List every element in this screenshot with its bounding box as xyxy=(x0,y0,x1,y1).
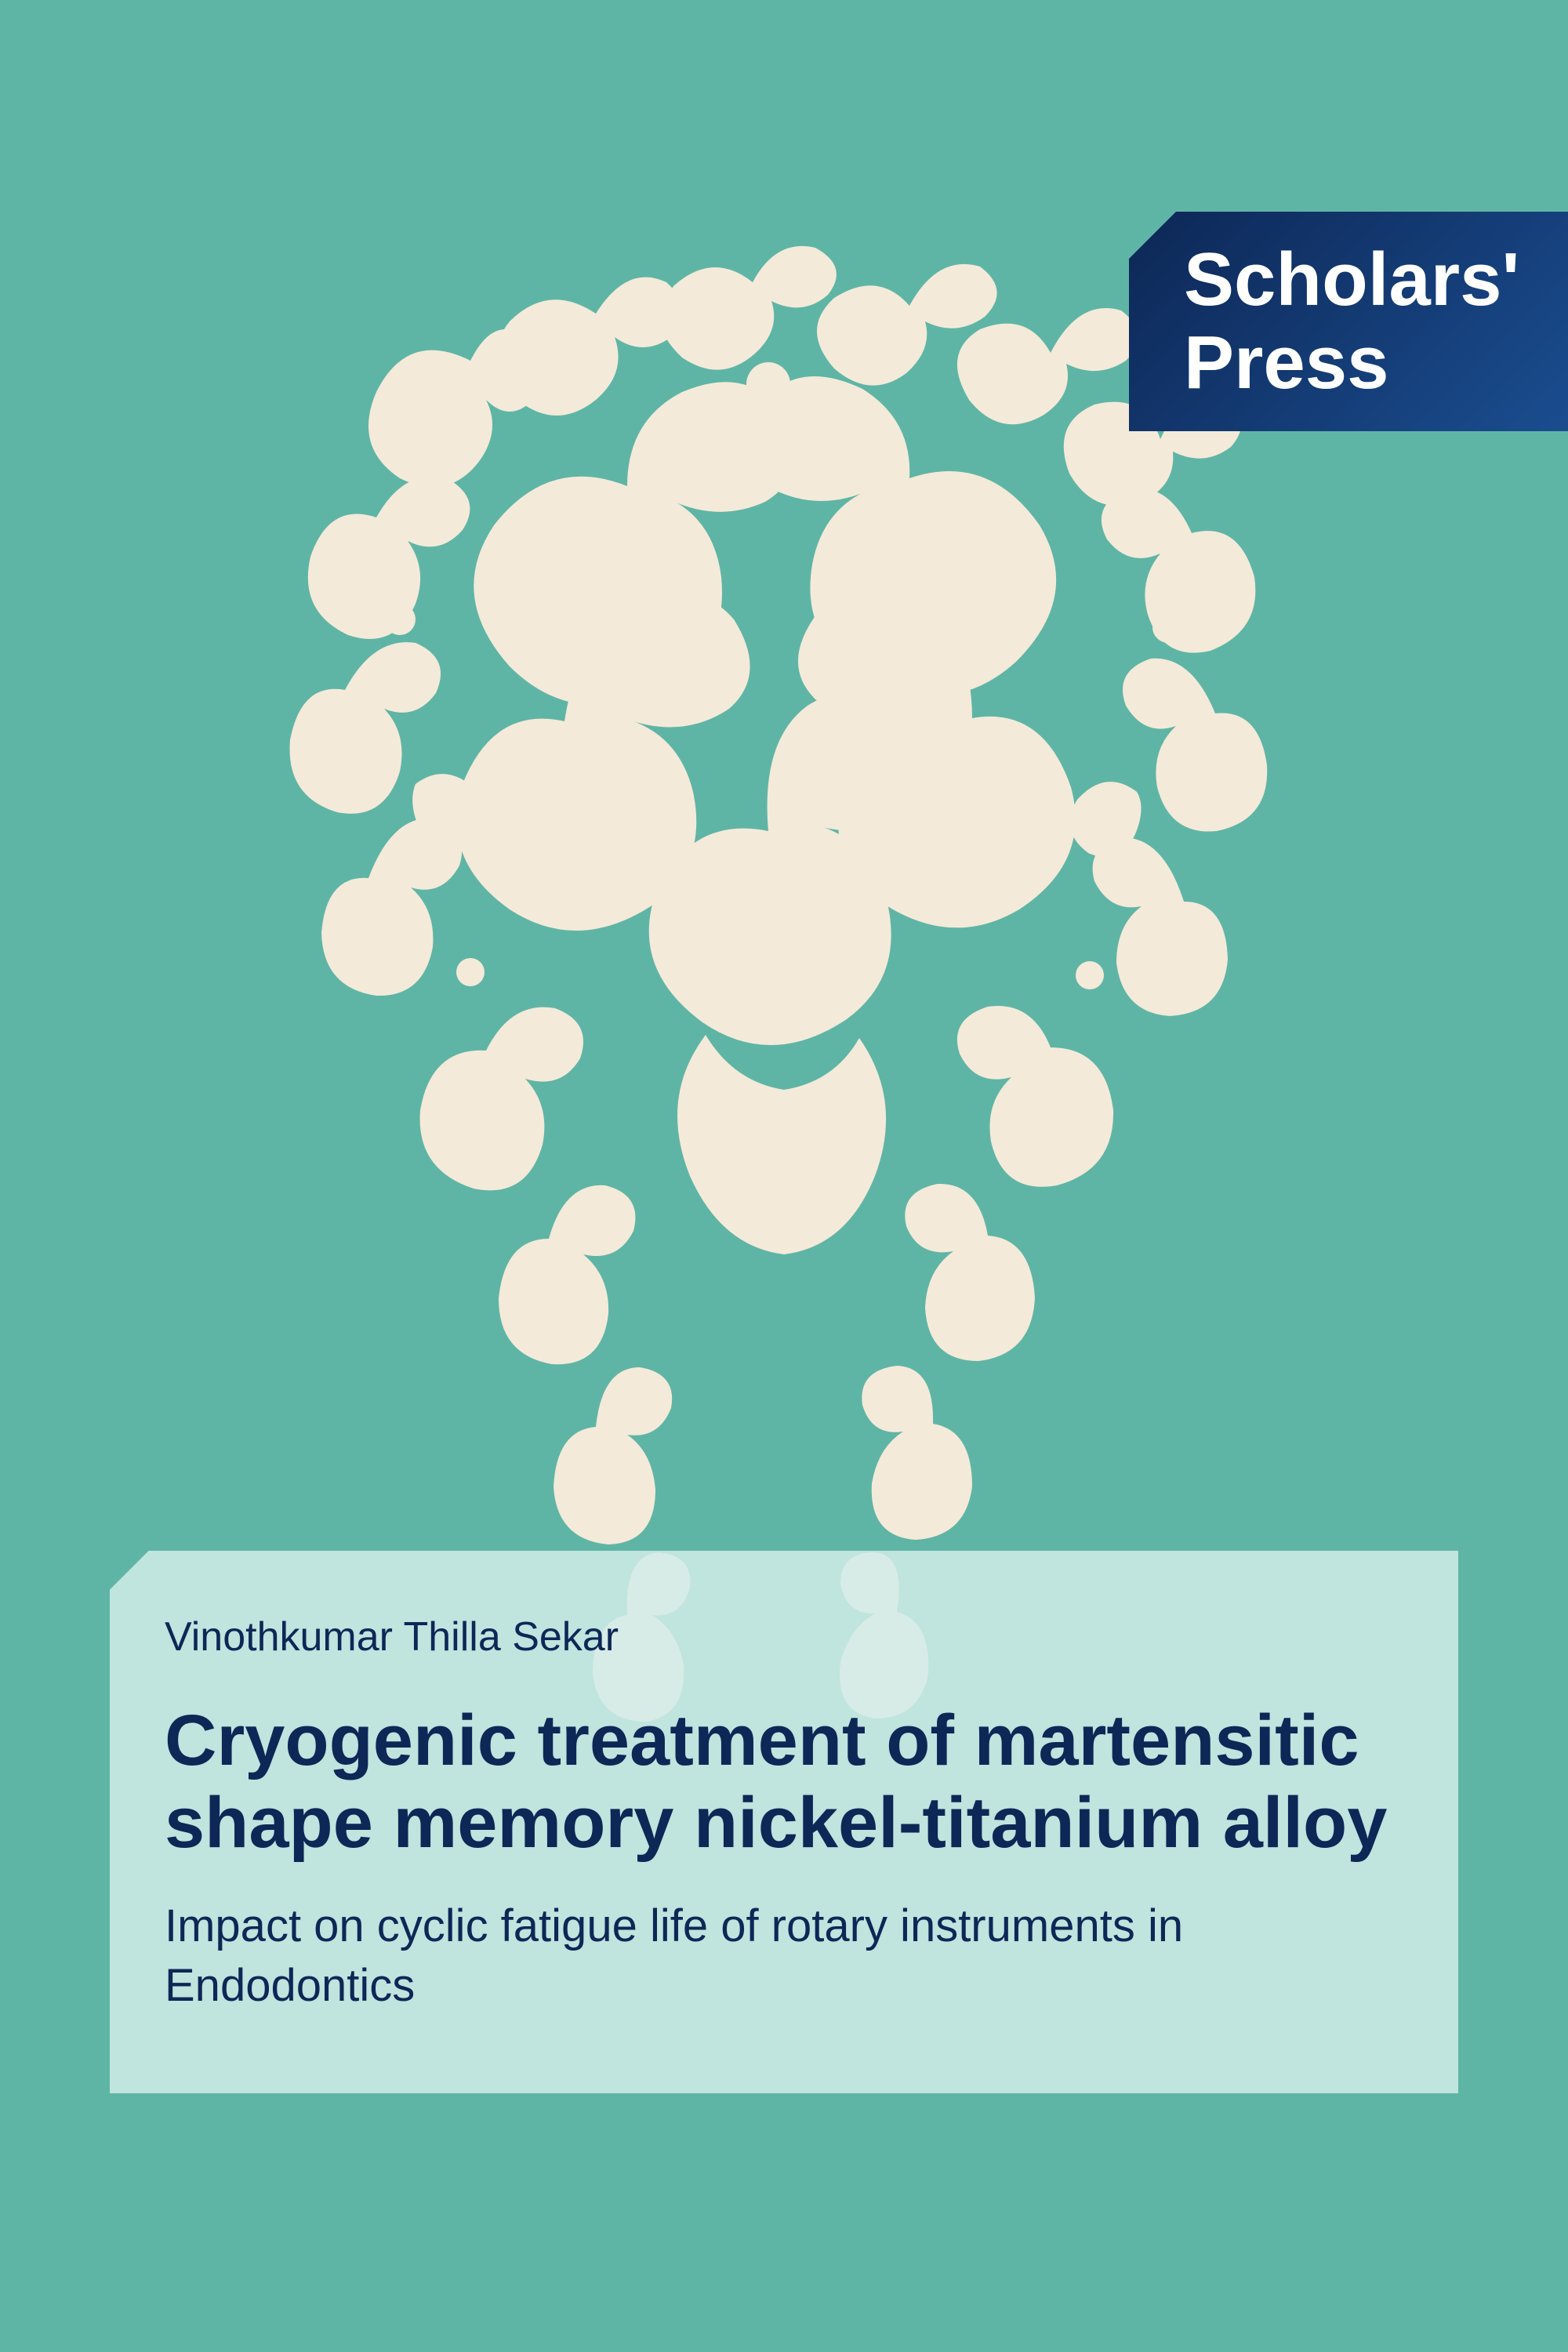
title-box: Vinothkumar Thilla Sekar Cryogenic treat… xyxy=(110,1551,1458,2093)
publisher-line1: Scholars' xyxy=(1184,238,1568,321)
author-name: Vinothkumar Thilla Sekar xyxy=(165,1613,1403,1661)
book-subtitle: Impact on cyclic fatigue life of rotary … xyxy=(165,1896,1403,2015)
publisher-badge: Scholars' Press xyxy=(1129,212,1568,431)
book-cover: Scholars' Press Vinothkumar Thilla Sekar… xyxy=(0,0,1568,2352)
book-title: Cryogenic treatment of martensitic shape… xyxy=(165,1700,1403,1866)
publisher-line2: Press xyxy=(1184,321,1568,405)
